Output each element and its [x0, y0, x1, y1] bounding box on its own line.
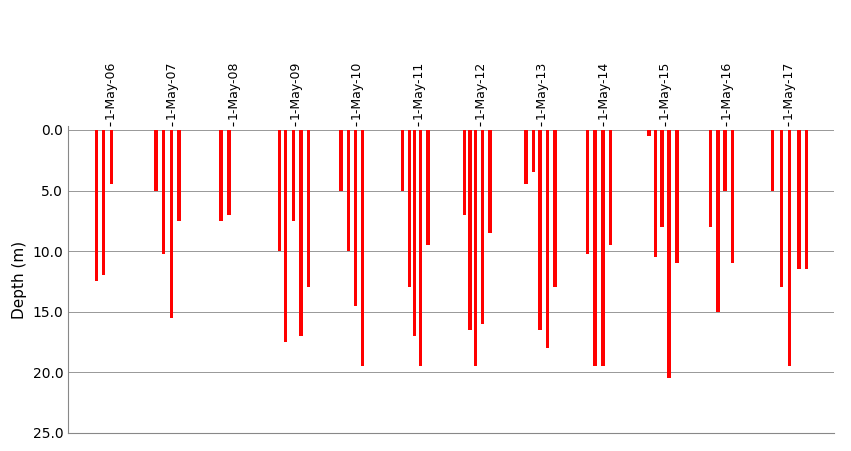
- Bar: [524, 130, 528, 184]
- Bar: [709, 130, 712, 227]
- Bar: [539, 130, 542, 330]
- Bar: [155, 130, 158, 190]
- Bar: [463, 130, 466, 215]
- Bar: [468, 130, 471, 330]
- Bar: [788, 130, 791, 366]
- Bar: [292, 130, 295, 221]
- Bar: [648, 130, 651, 136]
- Bar: [110, 130, 113, 184]
- Bar: [284, 130, 288, 342]
- Bar: [660, 130, 664, 227]
- Bar: [408, 130, 411, 287]
- Bar: [401, 130, 404, 190]
- Bar: [94, 130, 98, 281]
- Bar: [346, 130, 350, 251]
- Bar: [413, 130, 416, 336]
- Bar: [277, 130, 281, 251]
- Bar: [723, 130, 727, 190]
- Bar: [481, 130, 484, 324]
- Bar: [300, 130, 303, 336]
- Bar: [780, 130, 783, 287]
- Bar: [419, 130, 422, 366]
- Bar: [608, 130, 612, 245]
- Bar: [227, 130, 231, 215]
- Bar: [101, 130, 105, 276]
- Bar: [426, 130, 430, 245]
- Bar: [667, 130, 671, 378]
- Bar: [797, 130, 801, 269]
- Bar: [162, 130, 165, 253]
- Bar: [804, 130, 808, 269]
- Bar: [553, 130, 557, 287]
- Bar: [601, 130, 604, 366]
- Bar: [717, 130, 720, 312]
- Bar: [474, 130, 477, 366]
- Bar: [654, 130, 657, 257]
- Bar: [353, 130, 357, 306]
- Bar: [340, 130, 343, 190]
- Bar: [675, 130, 678, 263]
- Bar: [545, 130, 549, 348]
- Bar: [585, 130, 589, 253]
- Bar: [220, 130, 223, 221]
- Bar: [771, 130, 774, 190]
- Y-axis label: Depth (m): Depth (m): [12, 240, 27, 319]
- Bar: [170, 130, 174, 318]
- Bar: [593, 130, 597, 366]
- Bar: [532, 130, 535, 172]
- Bar: [361, 130, 364, 366]
- Bar: [488, 130, 492, 233]
- Bar: [177, 130, 180, 221]
- Bar: [731, 130, 734, 263]
- Bar: [306, 130, 310, 287]
